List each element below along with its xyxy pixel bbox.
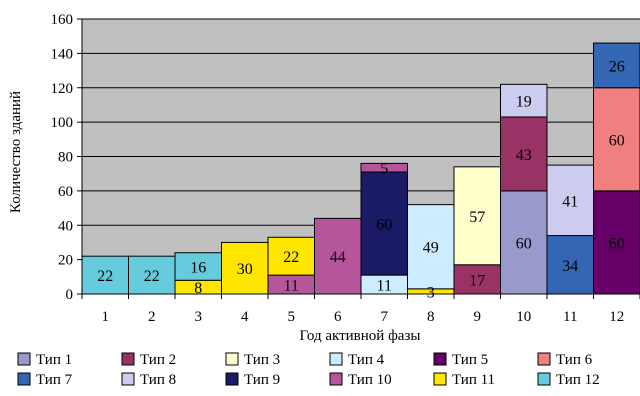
legend-item: Тип 8 <box>121 372 176 388</box>
bar-segment <box>453 166 501 266</box>
y-tick-label: 60 <box>58 184 73 200</box>
data-label: 60 <box>516 235 532 252</box>
legend-item: Тип 4 <box>329 352 385 368</box>
legend-label: Тип 11 <box>452 372 495 388</box>
data-label: 17 <box>469 272 485 289</box>
bars <box>81 42 640 295</box>
legend-label: Тип 9 <box>244 372 280 388</box>
legend-swatch <box>225 352 239 366</box>
data-label: 34 <box>562 258 578 275</box>
y-tick-label: 160 <box>51 12 74 28</box>
legend-swatch <box>121 372 135 386</box>
data-label: 22 <box>283 249 299 266</box>
bar-segment <box>81 255 129 295</box>
legend-label: Тип 3 <box>244 352 280 368</box>
legend-swatch <box>225 372 239 386</box>
bar-segment <box>407 204 455 290</box>
y-tick-label: 40 <box>58 218 73 234</box>
legend-item: Тип 7 <box>17 372 73 388</box>
bar-segment <box>360 162 408 173</box>
legend: Тип 1 Тип 2 Тип 3 Тип 4 Тип 5 Тип 6 Тип 7 Тип 8… <box>17 352 600 388</box>
data-label: 43 <box>516 147 532 164</box>
data-label: 19 <box>516 94 532 111</box>
data-label: 30 <box>237 261 253 278</box>
data-label: 60 <box>609 235 625 252</box>
x-tick-label: 11 <box>563 309 577 325</box>
bar-segment <box>593 87 640 192</box>
legend-swatch <box>433 352 447 366</box>
legend-label: Тип 7 <box>36 372 73 388</box>
legend-swatch <box>17 372 31 386</box>
legend-swatch <box>433 372 447 386</box>
legend-item: Тип 10 <box>329 372 392 388</box>
legend-item: Тип 9 <box>225 372 280 388</box>
data-label: 22 <box>97 268 113 285</box>
legend-swatch <box>537 352 551 366</box>
x-tick-label: 5 <box>288 309 296 325</box>
x-tick-label: 2 <box>148 309 156 325</box>
legend-item: Тип 11 <box>433 372 495 388</box>
legend-item: Тип 5 <box>433 352 488 368</box>
data-label: 3 <box>427 284 435 301</box>
data-label: 57 <box>469 209 485 226</box>
data-label: 26 <box>609 58 625 75</box>
data-labels: 22 22 8 16 30 11 22 44 11 60 5 3 49 17 57 60 43 19 34 41 60 6… <box>97 58 625 301</box>
legend-swatch <box>17 352 31 366</box>
x-tick-label: 8 <box>427 309 435 325</box>
bar-segment <box>593 42 640 89</box>
data-label: 11 <box>377 278 392 295</box>
legend-label: Тип 2 <box>140 352 176 368</box>
data-label: 8 <box>194 280 202 297</box>
y-tick-label: 140 <box>51 46 74 62</box>
y-tick-label: 20 <box>58 253 73 269</box>
legend-swatch <box>121 352 135 366</box>
y-tick-label: 80 <box>58 150 73 166</box>
x-tick-label: 9 <box>474 309 482 325</box>
bar-segment <box>128 255 176 295</box>
bar-segment <box>500 83 548 118</box>
bar-segment <box>453 264 501 295</box>
legend-item: Тип 3 <box>225 352 280 368</box>
x-axis-title: Год активной фазы <box>300 328 421 344</box>
legend-swatch <box>329 372 343 386</box>
y-tick-label: 120 <box>51 81 74 97</box>
data-label: 22 <box>144 268 160 285</box>
x-tick-label: 7 <box>381 309 389 325</box>
legend-swatch <box>537 372 551 386</box>
x-tick-label: 10 <box>516 309 531 325</box>
x-tick-label: 12 <box>609 309 624 325</box>
data-label: 60 <box>376 217 392 234</box>
bar-segment <box>314 217 362 295</box>
legend-label: Тип 10 <box>348 372 392 388</box>
legend-label: Тип 12 <box>556 372 600 388</box>
data-label: 16 <box>190 260 206 277</box>
y-tick-label: 100 <box>51 115 74 131</box>
y-tick-label: 0 <box>66 287 74 303</box>
data-label: 49 <box>423 240 439 257</box>
y-axis-title: Количество зданий <box>8 91 24 213</box>
bar-segment <box>500 116 548 192</box>
legend-label: Тип 8 <box>140 372 176 388</box>
legend-label: Тип 6 <box>556 352 593 368</box>
x-tick-label: 3 <box>195 309 203 325</box>
legend-label: Тип 4 <box>348 352 385 368</box>
x-tick-label: 6 <box>334 309 342 325</box>
data-label: 5 <box>380 161 388 178</box>
data-label: 11 <box>284 278 299 295</box>
data-label: 44 <box>330 249 346 266</box>
x-tick-label: 4 <box>241 309 249 325</box>
legend-item: Тип 12 <box>537 372 600 388</box>
legend-swatch <box>329 352 343 366</box>
data-label: 60 <box>609 132 625 149</box>
x-tick-label: 1 <box>102 309 110 325</box>
legend-item: Тип 1 <box>17 352 72 368</box>
legend-label: Тип 5 <box>452 352 488 368</box>
legend-item: Тип 2 <box>121 352 176 368</box>
data-label: 41 <box>562 193 578 210</box>
legend-item: Тип 6 <box>537 352 593 368</box>
legend-label: Тип 1 <box>36 352 72 368</box>
